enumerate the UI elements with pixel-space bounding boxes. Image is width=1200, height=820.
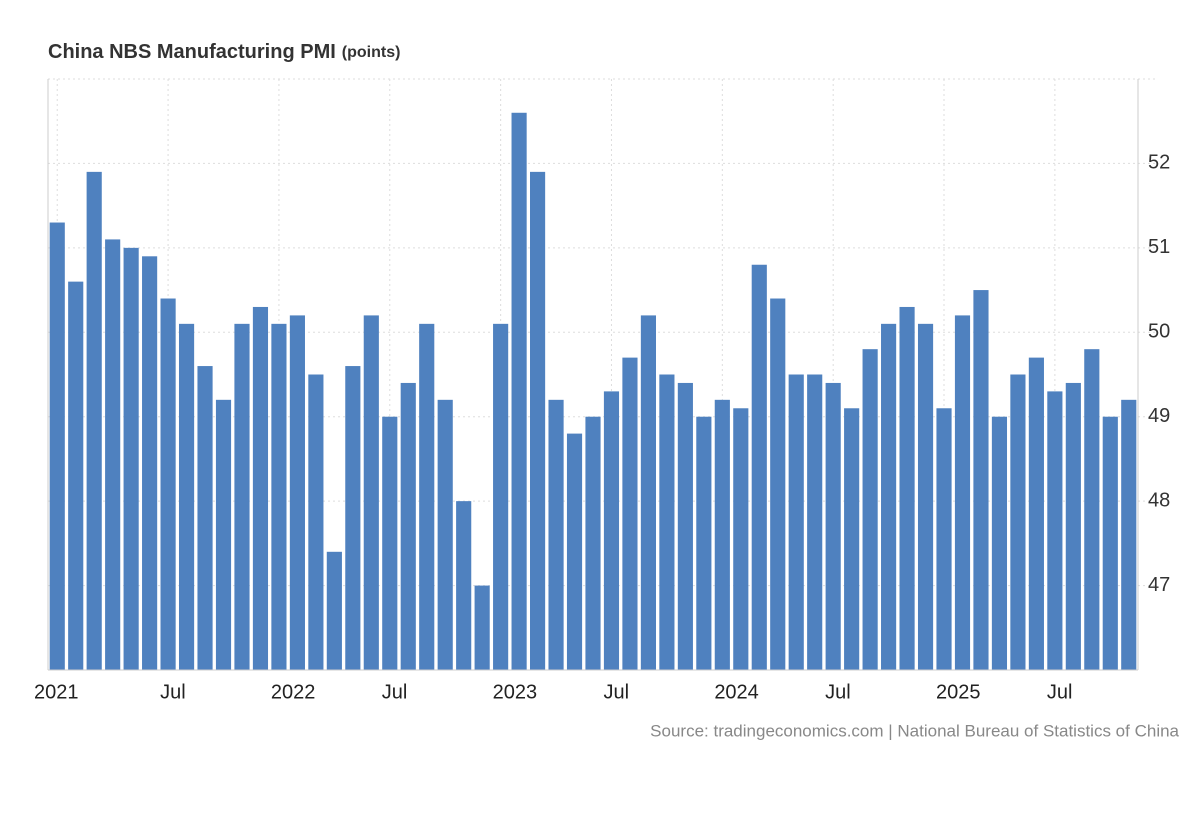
bar: [714, 399, 730, 670]
bar: [511, 112, 527, 671]
bar: [308, 374, 324, 670]
y-tick-label: 51: [1148, 236, 1170, 258]
bar: [696, 416, 712, 670]
x-tick-label: 2022: [271, 681, 316, 703]
y-tick-label: 49: [1148, 405, 1170, 427]
x-tick-label: 2025: [936, 681, 981, 703]
bar: [1028, 357, 1044, 670]
bar: [142, 256, 158, 670]
bar: [160, 298, 176, 670]
x-tick-label: Jul: [160, 681, 186, 703]
bar: [493, 323, 509, 670]
bar: [917, 323, 934, 670]
bar: [252, 306, 269, 670]
bar: [437, 399, 453, 670]
x-tick-label: Jul: [1047, 681, 1073, 703]
bar: [659, 374, 675, 670]
bar: [419, 323, 435, 670]
bar: [271, 323, 287, 670]
bar: [382, 416, 398, 670]
chart-title: China NBS Manufacturing PMI (points): [48, 41, 400, 63]
bar: [973, 290, 989, 670]
bar: [178, 323, 195, 670]
bar: [954, 315, 971, 670]
bar: [326, 551, 342, 670]
bar: [1065, 382, 1081, 670]
bar: [844, 408, 860, 670]
bar: [86, 171, 102, 670]
bar: [548, 399, 564, 670]
bar: [585, 416, 601, 670]
bar: [677, 382, 693, 670]
bar: [289, 315, 305, 670]
y-tick-label: 47: [1148, 574, 1170, 596]
y-tick-label: 50: [1148, 321, 1170, 343]
bar: [807, 374, 823, 670]
bar: [1084, 349, 1100, 670]
bar: [345, 366, 361, 670]
unit-text: (points): [342, 44, 401, 61]
bar: [400, 382, 416, 670]
bar: [234, 323, 250, 670]
bar: [622, 357, 638, 670]
x-tick-label: Jul: [825, 681, 851, 703]
bar: [991, 416, 1008, 670]
bar: [530, 171, 546, 670]
bar: [68, 281, 84, 670]
bar: [733, 408, 749, 670]
bar: [640, 315, 656, 670]
bar: [881, 323, 897, 670]
bar: [770, 298, 786, 670]
bar: [456, 501, 472, 670]
bar: [936, 408, 952, 670]
bar: [1102, 416, 1118, 670]
x-tick-label: Jul: [382, 681, 408, 703]
bar: [49, 222, 65, 670]
bar: [123, 247, 139, 670]
bar: [899, 306, 915, 670]
bar: [788, 374, 804, 670]
x-tick-label: 2024: [714, 681, 759, 703]
bar: [363, 315, 379, 670]
source: Source: tradingeconomics.com | National …: [650, 721, 1179, 740]
bar: [862, 349, 878, 670]
bar: [751, 264, 767, 670]
bar: [566, 433, 583, 670]
y-tick-label: 48: [1148, 489, 1170, 511]
bar: [197, 366, 213, 670]
x-tick-label: 2021: [34, 681, 79, 703]
y-tick-label: 52: [1148, 152, 1170, 174]
bar: [105, 239, 121, 670]
bar: [825, 382, 841, 670]
bar: [1047, 391, 1063, 670]
bar: [603, 391, 620, 670]
bar: [1121, 399, 1137, 670]
bar: [1010, 374, 1026, 670]
x-tick-label: Jul: [603, 681, 629, 703]
bar: [474, 585, 490, 670]
title-text: China NBS Manufacturing PMI: [48, 41, 336, 63]
x-tick-label: 2023: [493, 681, 537, 703]
bar: [215, 399, 232, 670]
